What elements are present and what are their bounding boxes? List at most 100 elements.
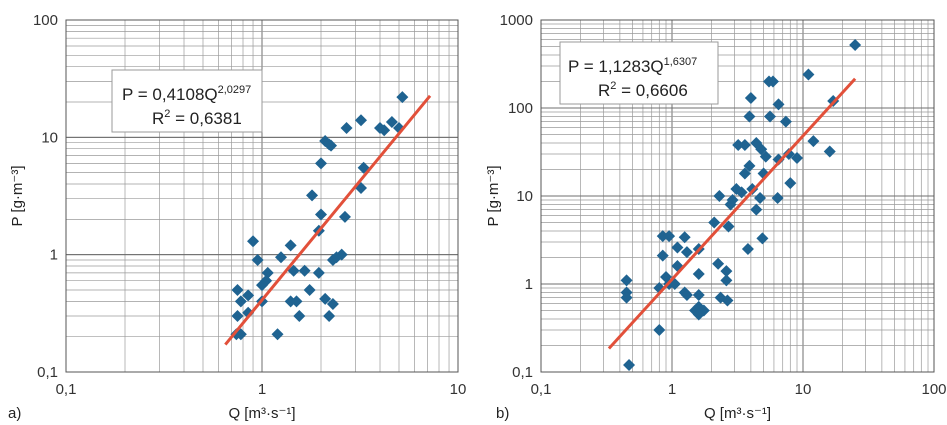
data-point [743,110,756,123]
data-point [656,249,669,262]
x-tick-label: 10 [450,381,467,398]
data-point [293,310,306,323]
data-point [680,246,693,259]
data-point [807,135,820,148]
y-tick-label: 10 [516,188,533,205]
plot-frame [65,19,459,373]
data-point [653,324,666,337]
data-point [247,235,260,248]
data-point [692,308,705,321]
data-point [722,220,735,233]
data-point [312,266,325,279]
data-point [764,110,777,123]
panel-label: a) [8,405,21,422]
equation-exponent: 2,0297 [218,84,252,96]
fit-equation: P = 0,4108Q2,0297 [122,84,251,104]
trendline [224,94,432,346]
data-point [340,122,353,135]
data-point [306,189,319,202]
data-point [779,115,792,128]
data-point [782,148,795,161]
data-point [741,242,754,255]
y-axis-label: P [g·m⁻³] [485,166,502,227]
data-point [692,288,705,301]
equation-base: P = 1,1283Q [568,57,664,76]
y-tick-label: 100 [508,100,533,117]
data-point [374,122,387,135]
r2-value: = 0,6381 [170,109,241,128]
data-point [680,288,693,301]
data-point [323,310,336,323]
data-point [290,295,303,308]
data-point [738,167,751,180]
chart-b: 0,1 1 10 100 0,1 1 10 100 1000 Q [m³·s⁻¹] P [g·m⁻³… [485,12,947,422]
data-point [251,254,264,267]
x-tick-label: 1 [258,381,266,398]
y-tick-label: 1000 [500,12,533,29]
data-point [284,239,297,252]
r2-superscript: 2 [610,80,616,92]
data-point [750,203,763,216]
data-point [396,91,409,104]
data-point [712,257,725,270]
data-point [338,210,351,223]
data-point [663,230,676,243]
data-point [732,138,745,151]
r2-superscript: 2 [164,108,170,120]
x-tick-label: 0,1 [56,381,77,398]
data-point [230,328,243,341]
data-point [315,157,328,170]
data-point [766,75,779,88]
equation-base: P = 0,4108Q [122,85,218,104]
x-axis-label: Q [m³·s⁻¹] [704,405,771,422]
equation-box: P = 0,4108Q2,0297 R2 = 0,6381 [111,69,263,133]
data-point [772,98,785,111]
data-point [772,153,785,166]
data-point [724,198,737,211]
equation-exponent: 1,6307 [664,56,698,68]
data-point [754,191,767,204]
data-point [271,328,284,341]
x-axis-label: Q [m³·s⁻¹] [228,405,295,422]
y-tick-label: 0,1 [512,364,533,381]
data-point [620,291,633,304]
y-tick-label: 1 [50,247,58,264]
data-point [692,267,705,280]
data-point [620,274,633,287]
r-squared: R2 = 0,6381 [152,108,242,128]
data-point [323,138,336,151]
data-point [738,138,751,151]
x-tick-label: 10 [795,381,812,398]
data-point [756,232,769,245]
data-point [823,145,836,158]
x-tick-label: 1 [668,381,676,398]
y-tick-label: 1 [525,276,533,293]
data-point [242,306,255,319]
data-point [231,283,244,296]
data-point [261,266,274,279]
data-point [298,264,311,277]
equation-frame [111,69,263,133]
data-point [713,190,726,202]
data-point [802,68,815,81]
fit-equation: P = 1,1283Q1,6307 [568,56,697,76]
data-point [720,274,733,287]
equation-frame [559,41,719,105]
data-point [287,264,300,277]
data-point [735,186,748,199]
r2-label: R [598,81,610,100]
y-axis-label: P [g·m⁻³] [9,166,26,227]
panel-label: b) [496,405,509,422]
plot-frame [540,19,935,373]
data-point [330,251,343,264]
data-point [784,177,797,190]
r2-value: = 0,6606 [616,81,687,100]
data-point [319,292,332,305]
equation-box: P = 1,1283Q1,6307 R2 = 0,6606 [559,41,719,105]
data-point [743,159,756,172]
r2-label: R [152,109,164,128]
data-point [385,116,398,129]
data-point [849,38,862,51]
data-point [623,359,636,372]
data-point [656,230,669,243]
